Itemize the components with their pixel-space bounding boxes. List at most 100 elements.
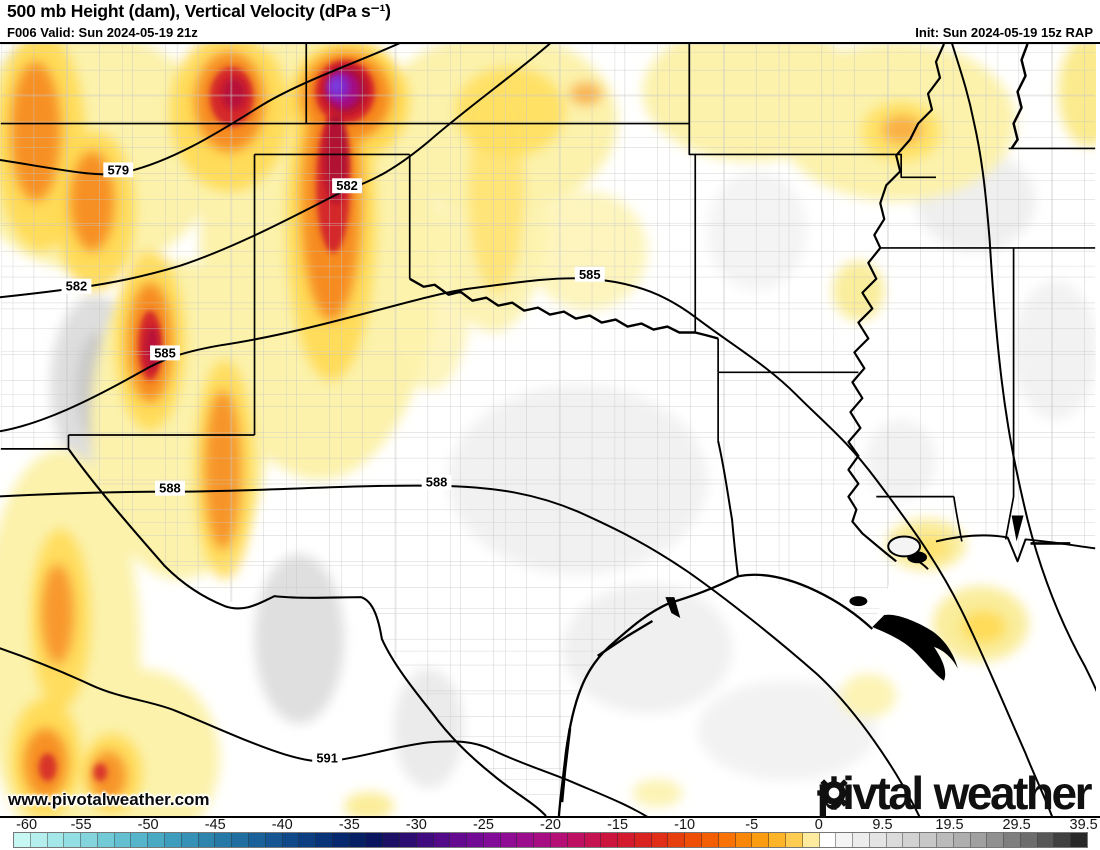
contour-labels: 579 582 582 585 585 588 588 591 [61, 162, 605, 765]
colorbar-cell [81, 833, 98, 847]
colorbar-cell [14, 833, 31, 847]
tennessee-river [1010, 44, 1029, 150]
gear-icon [817, 776, 852, 810]
lake-pontchartrain [887, 535, 922, 558]
colorbar-cell [651, 833, 669, 847]
map-header: 500 mb Height (dam), Vertical Velocity (… [0, 0, 1100, 42]
colorbar-cell [551, 833, 568, 847]
contour-label: 585 [154, 345, 176, 360]
contour-label: 582 [66, 279, 88, 294]
colorbar-cell [1004, 833, 1021, 847]
colorbar-tick-label: -55 [70, 817, 92, 833]
colorbar-tick-label: 29.5 [1002, 817, 1031, 833]
pivotal-weather-logo: piv [816, 767, 1093, 819]
colorbar-cell [903, 833, 921, 847]
colorbar-tick-label: 19.5 [935, 817, 964, 833]
colorbar-cell [215, 833, 233, 847]
colorbar-cell [198, 833, 216, 847]
colorbar-cell [500, 833, 518, 847]
watermark-url: www.pivotalweather.com [8, 790, 210, 809]
colorbar-cell [584, 833, 602, 847]
colorbar-cell [601, 833, 619, 847]
colorbar-cell [299, 833, 317, 847]
river-borders [67, 44, 1029, 816]
colorbar-tick-label: -35 [338, 817, 360, 833]
colorbar-cell [416, 833, 434, 847]
colorbar-cell [265, 833, 283, 847]
colorbar-zone: -60 -55 -50 -45 -40 -35 -30 -25 -20 -15 -10 -5 0 9.5 1… [0, 817, 1100, 850]
colorbar-tick-label: -45 [204, 817, 226, 833]
colorbar-cell [131, 833, 149, 847]
rio-grande-border [67, 448, 547, 816]
colorbar-cell [433, 833, 451, 847]
colorbar-cell [30, 833, 48, 847]
colorbar-cell [853, 833, 870, 847]
colorbar-tick-label: 0 [814, 817, 823, 833]
contour-579 [0, 44, 401, 176]
colorbar [13, 832, 1088, 848]
colorbar-cell [702, 833, 719, 847]
colorbar-cell [114, 833, 132, 847]
colorbar-cell [467, 833, 484, 847]
contour-label: 585 [579, 267, 601, 282]
colorbar-tick-label: -5 [745, 817, 759, 833]
logo-text-weather: weather [933, 767, 1093, 819]
contour-label: 579 [107, 162, 129, 177]
colorbar-cell [232, 833, 249, 847]
colorbar-cell [248, 833, 266, 847]
contour-label: 582 [336, 178, 358, 193]
weather-map: 579 582 582 585 585 588 588 591 [0, 44, 1096, 816]
colorbar-tick-label: -10 [674, 817, 696, 833]
colorbar-cell [534, 833, 551, 847]
colorbar-cell [97, 833, 115, 847]
colorbar-cell [936, 833, 954, 847]
colorbar-cell [769, 833, 786, 847]
colorbar-tick-label: -25 [472, 817, 494, 833]
red-river-border [409, 277, 719, 340]
colorbar-cell [634, 833, 652, 847]
map-canvas: 579 582 582 585 585 588 588 591 www.pivo… [0, 42, 1100, 818]
colorbar-cell [668, 833, 686, 847]
colorbar-cell [785, 833, 803, 847]
colorbar-cell [47, 833, 65, 847]
colorbar-cell [332, 833, 350, 847]
colorbar-cell [399, 833, 417, 847]
colorbar-cell [165, 833, 182, 847]
colorbar-tick-label: -40 [271, 817, 293, 833]
colorbar-tick-label: -50 [137, 817, 159, 833]
colorbar-ticks: -60 -55 -50 -45 -40 -35 -30 -25 -20 -15 -10 -5 0 9.5 1… [14, 817, 1098, 833]
colorbar-cell [685, 833, 703, 847]
colorbar-cell [836, 833, 854, 847]
colorbar-cell [987, 833, 1005, 847]
colorbar-cell [349, 833, 367, 847]
colorbar-cell [1037, 833, 1055, 847]
colorbar-cell [802, 833, 820, 847]
contour-582 [0, 44, 551, 299]
colorbar-tick-label: 9.5 [872, 817, 893, 833]
colorbar-cell [819, 833, 837, 847]
colorbar-tick-label: -20 [540, 817, 561, 833]
colorbar-cell [483, 833, 501, 847]
contour-585-east [951, 44, 1096, 692]
page-title: 500 mb Height (dam), Vertical Velocity (… [7, 1, 391, 21]
colorbar-tick-label: -15 [607, 817, 629, 833]
colorbar-cell [148, 833, 166, 847]
colorbar-tick-label: -60 [16, 817, 38, 833]
contour-label: 591 [316, 750, 338, 765]
colorbar-cell [735, 833, 753, 847]
colorbar-cell [618, 833, 635, 847]
colorbar-cell [316, 833, 333, 847]
colorbar-cell [383, 833, 400, 847]
colorbar-cell [366, 833, 384, 847]
colorbar-cell [869, 833, 887, 847]
mississippi-river [847, 44, 945, 563]
init-time-label: Init: Sun 2024-05-19 15z RAP [915, 25, 1093, 40]
contour-585 [0, 277, 1053, 816]
logo-text-tal: tal [875, 767, 924, 819]
colorbar-cell [450, 833, 468, 847]
sabine-river-border [717, 440, 740, 577]
colorbar-tick-label: 39.5 [1069, 817, 1098, 833]
colorbar-cell [517, 833, 535, 847]
colorbar-cell [1071, 833, 1087, 847]
